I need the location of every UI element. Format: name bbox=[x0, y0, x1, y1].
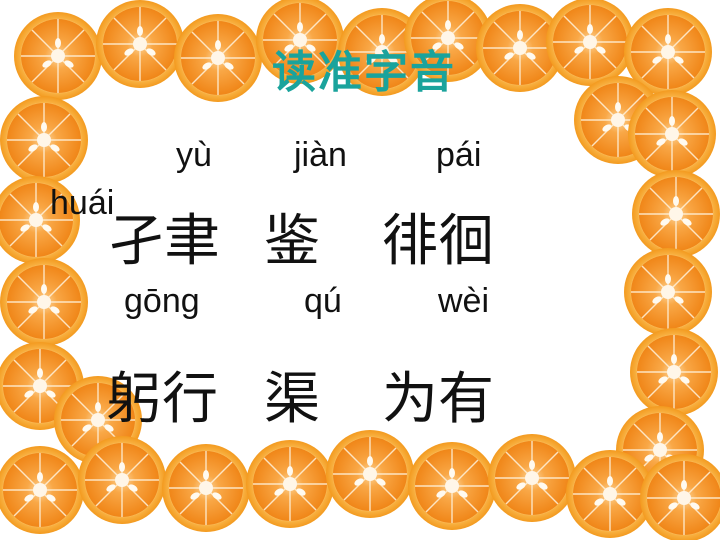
orange-slice-icon bbox=[77, 435, 167, 525]
orange-slice-icon bbox=[629, 327, 719, 417]
orange-slice-icon bbox=[245, 439, 335, 529]
pinyin-huai: huái bbox=[50, 184, 115, 222]
orange-slice-icon bbox=[161, 443, 251, 533]
word-qu: 渠 bbox=[264, 367, 320, 432]
orange-slice-icon bbox=[631, 169, 720, 259]
orange-slice-icon bbox=[0, 445, 85, 535]
word-paihuai: 徘徊 bbox=[382, 209, 494, 274]
pinyin-jian: jiàn bbox=[294, 136, 347, 174]
orange-slice-icon bbox=[627, 89, 717, 179]
orange-slice-icon bbox=[623, 247, 713, 337]
orange-slice-icon bbox=[325, 429, 415, 519]
pinyin-gong: gōng bbox=[124, 282, 200, 320]
orange-slice-icon bbox=[487, 433, 577, 523]
pinyin-yu: yù bbox=[176, 136, 212, 174]
orange-slice-icon bbox=[0, 95, 89, 185]
word-jieyu: 孑聿 bbox=[108, 209, 220, 274]
orange-slice-icon bbox=[0, 257, 89, 347]
orange-slice-icon bbox=[407, 441, 497, 531]
slide-title: 读准字音 bbox=[272, 47, 456, 98]
word-jian: 鉴 bbox=[264, 209, 320, 274]
word-weiyou: 为有 bbox=[382, 367, 494, 432]
pinyin-pai: pái bbox=[436, 136, 482, 174]
pinyin-wei: wèi bbox=[438, 282, 490, 320]
pinyin-qu: qú bbox=[304, 282, 342, 320]
word-gongxing: 躬行 bbox=[106, 367, 218, 432]
